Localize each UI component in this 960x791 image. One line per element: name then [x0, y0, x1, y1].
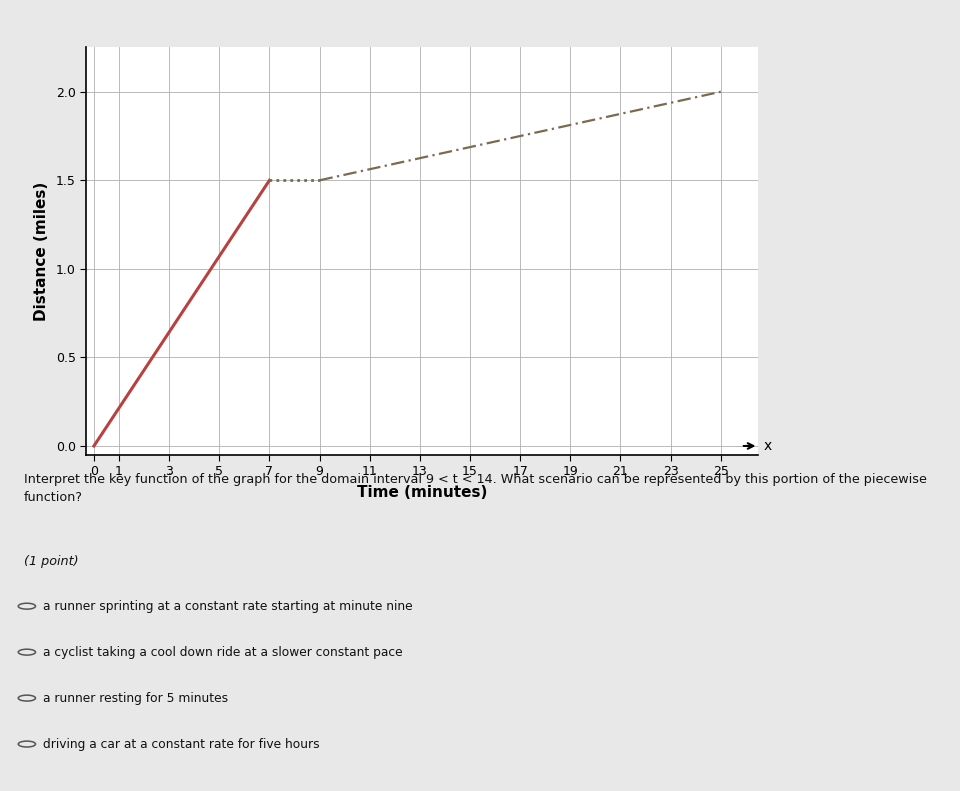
Text: a cyclist taking a cool down ride at a slower constant pace: a cyclist taking a cool down ride at a s… [43, 645, 403, 659]
Text: a runner resting for 5 minutes: a runner resting for 5 minutes [43, 691, 228, 705]
X-axis label: Time (minutes): Time (minutes) [357, 485, 488, 500]
Text: a runner sprinting at a constant rate starting at minute nine: a runner sprinting at a constant rate st… [43, 600, 413, 613]
Y-axis label: Distance (miles): Distance (miles) [34, 181, 49, 321]
Text: Interpret the key function of the graph for the domain interval 9 < t < 14. What: Interpret the key function of the graph … [24, 472, 926, 504]
Text: (1 point): (1 point) [24, 554, 79, 568]
Text: x: x [763, 439, 772, 453]
Text: driving a car at a constant rate for five hours: driving a car at a constant rate for fiv… [43, 737, 320, 751]
